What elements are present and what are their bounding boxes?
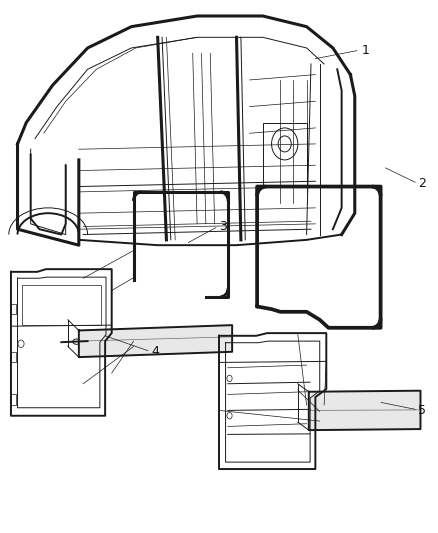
Polygon shape — [309, 391, 420, 430]
Text: 5: 5 — [418, 404, 426, 417]
Text: 2: 2 — [418, 177, 426, 190]
Bar — [263, 123, 307, 187]
Polygon shape — [79, 325, 232, 357]
Bar — [11, 394, 16, 405]
Text: 1: 1 — [361, 44, 369, 57]
Bar — [11, 304, 16, 314]
Bar — [22, 285, 101, 325]
Bar — [11, 352, 16, 362]
Text: 4: 4 — [151, 345, 159, 358]
Text: 3: 3 — [219, 220, 227, 233]
